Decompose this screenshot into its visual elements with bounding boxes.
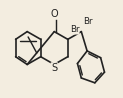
Text: O: O	[50, 9, 58, 19]
Text: Br: Br	[83, 17, 93, 26]
Text: Br: Br	[70, 25, 79, 34]
Text: S: S	[51, 63, 57, 73]
